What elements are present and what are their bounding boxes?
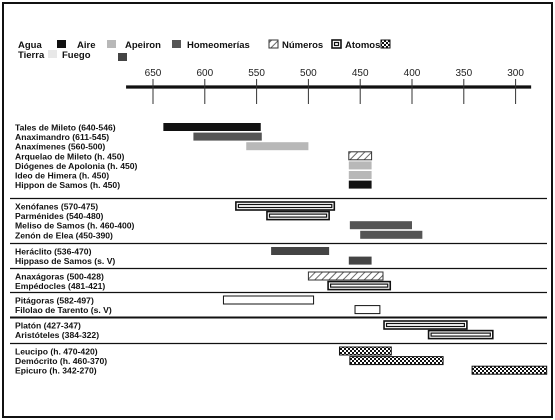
bar-anaximandro [193,132,262,141]
row-label-ideo-de-himera: Ideo de Himera (h. 450) [15,171,109,181]
row-label-parmenides: Parménides (540-480) [15,211,104,221]
legend-label-agua: Agua [18,40,42,51]
row-label-diogenes-de-apolonia: Diógenes de Apolonia (h. 450) [15,161,138,171]
bar-parmenides [266,210,330,221]
bar-arquelao-de-mileto [348,151,373,161]
row-label-democrito: Demócrito (h. 460-370) [15,356,107,366]
row-label-empedocles: Empédocles (481-421) [15,281,105,291]
row-label-aristoteles: Aristóteles (384-322) [15,330,99,340]
axis-tick-label-350: 350 [455,68,472,79]
bar-hippon-de-samos [348,180,372,189]
legend-swatch-atomos [380,39,391,49]
group-7: Leucipo (h. 470-420)Demócrito (h. 460-37… [10,342,548,376]
group-6: Platón (427-347)Aristóteles (384-322) [10,316,547,340]
bar-meliso-de-samos [349,221,412,230]
legend-label-atomos: Atomos [345,40,380,51]
row-label-arquelao-de-mileto: Arquelao de Mileto (h. 450) [15,151,124,161]
bar-zenon-de-elea [360,230,423,239]
legend-label-homeomerias: Homeomerías [187,40,250,51]
bar-ideo-de-himera [348,171,372,179]
row-label-heraclito: Heráclito (536-470) [15,247,92,257]
bar-empedocles [327,280,392,291]
group-2: Xenófanes (570-475)Parménides (540-480)M… [10,197,547,240]
row-label-platon: Platón (427-347) [15,321,81,331]
row-label-epicuro: Epicuro (h. 342-270) [15,366,97,376]
axis-tick-label-550: 550 [248,68,265,79]
legend-swatch-numeros [331,39,342,49]
bar-aristoteles [427,329,494,340]
bar-heraclito [271,247,330,255]
row-label-anaxagoras: Anaxágoras (500-428) [15,272,104,282]
bar-xenofanes [235,201,336,211]
legend: Agua Aire Apeiron Homeomerías Números Atomos T… [18,39,391,61]
axis-tick-label-650: 650 [145,68,162,79]
row-label-hippaso-de-samos: Hippaso de Samos (s. V) [15,256,115,266]
axis-tick-label-450: 450 [352,68,369,79]
bar-filolao-de-tarento [354,305,381,315]
bar-anaximenes [246,142,309,151]
legend-label-aire: Aire [77,40,95,51]
time-axis: 650 600 550 500 450 400 350 300 [126,68,532,104]
row-label-hippon-de-samos: Hippon de Samos (h. 450) [15,180,120,190]
bar-tales-de-mileto [163,123,261,131]
legend-label-apeiron: Apeiron [125,40,161,51]
axis-tick-label-400: 400 [404,68,421,79]
axis-tick-label-500: 500 [300,68,317,79]
bar-epicuro [471,365,548,375]
group-3: Heráclito (536-470)Hippaso de Samos (s. … [10,242,547,266]
legend-label-numeros: Números [282,40,323,51]
axis-tick-label-600: 600 [196,68,213,79]
row-label-pitagoras: Pitágoras (582-497) [15,296,94,306]
bar-leucipo [338,346,392,356]
row-label-zenon-de-elea: Zenón de Elea (450-390) [15,230,113,240]
row-label-anaximenes: Anaxímenes (560-500) [15,142,105,152]
axis-tick-label-300: 300 [507,68,524,79]
bar-platon [383,320,468,330]
row-label-filolao-de-tarento: Filolao de Tarento (s. V) [15,305,112,315]
legend-label-fuego: Fuego [62,50,91,61]
bar-hippaso-de-samos [348,256,372,265]
legend-swatch-tierra [48,50,57,58]
bar-diogenes-de-apolonia [348,161,372,170]
legend-swatch-aire [107,40,116,48]
group-5: Pitágoras (582-497)Filolao de Tarento (s… [10,291,547,315]
group-4: Anaxágoras (500-428)Empédocles (481-421) [10,267,547,291]
legend-swatch-homeomerias [268,39,279,49]
bar-democrito [349,356,444,366]
group-1: Tales de Mileto (640-546)Anaximandro (61… [15,123,373,190]
legend-swatch-fuego [118,53,127,61]
bar-anaxagoras [307,271,384,281]
bar-pitagoras [222,295,315,305]
row-label-anaximandro: Anaximandro (611-545) [15,132,109,142]
row-label-leucipo: Leucipo (h. 470-420) [15,347,98,357]
row-label-xenofanes: Xenófanes (570-475) [15,202,98,212]
row-label-meliso-de-samos: Meliso de Samos (h. 460-400) [15,221,135,231]
row-label-tales-de-mileto: Tales de Mileto (640-546) [15,123,116,133]
legend-label-tierra: Tierra [18,50,45,61]
timeline-rows: Tales de Mileto (640-546)Anaximandro (61… [10,123,548,376]
legend-swatch-apeiron [172,40,181,48]
legend-swatch-agua [57,40,66,48]
